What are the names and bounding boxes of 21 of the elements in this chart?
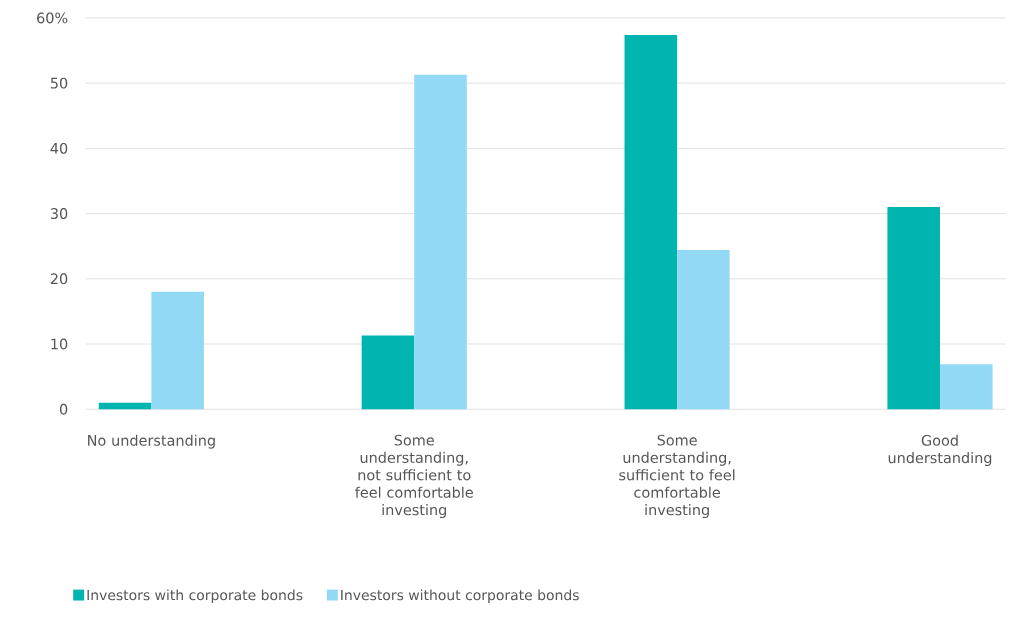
y-tick-label: 10 xyxy=(51,338,68,350)
x-tick-label: Some understanding, sufficient to feel comfortable investing xyxy=(619,434,735,518)
y-tick-label: 30 xyxy=(50,207,68,219)
y-tick-label: 50 xyxy=(50,77,68,89)
bar xyxy=(151,291,204,410)
y-tick-label: 40 xyxy=(50,142,68,154)
x-tick-label: No understanding xyxy=(88,434,215,449)
bar xyxy=(887,206,940,410)
bar xyxy=(361,335,415,410)
bar xyxy=(677,249,730,410)
bar xyxy=(98,402,152,410)
bar xyxy=(939,364,993,410)
bar xyxy=(414,74,467,410)
x-tick-label: Some understanding, not sufficient to feel comfortable investing xyxy=(355,434,473,518)
y-tick-label: 20 xyxy=(50,273,68,285)
x-tick-label: Good understanding xyxy=(888,434,992,466)
legend-label: Investors without corporate bonds xyxy=(341,589,579,603)
legend-label: Investors with corporate bonds xyxy=(87,589,303,603)
bar xyxy=(624,34,678,410)
y-tick-label: 0 xyxy=(59,403,68,415)
y-tick-label: 60% xyxy=(37,12,68,24)
